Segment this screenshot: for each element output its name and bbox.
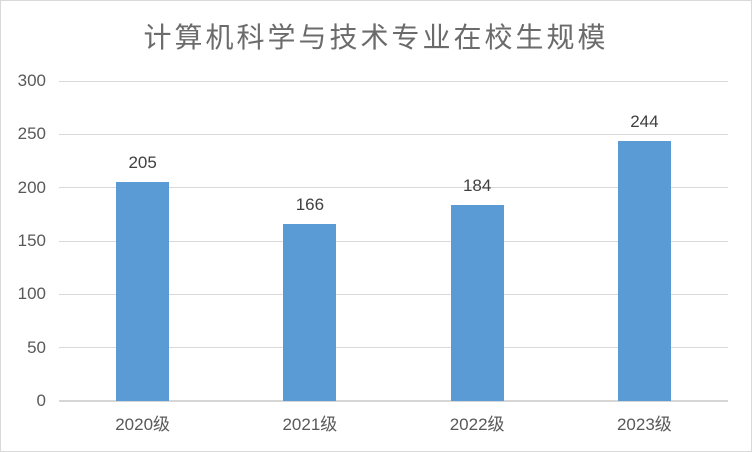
gridline <box>59 133 728 135</box>
y-axis-tick-label: 0 <box>36 391 46 410</box>
y-axis-tick-label: 250 <box>17 124 46 144</box>
bar <box>450 204 504 401</box>
gridline <box>59 347 728 349</box>
x-axis-line <box>59 400 728 402</box>
bar <box>617 140 671 401</box>
gridline <box>59 293 728 295</box>
x-axis-category-label: 2022级 <box>449 415 505 434</box>
y-axis-tick-label: 100 <box>17 284 46 304</box>
y-axis-tick-label: 300 <box>17 71 46 90</box>
gridline <box>59 80 728 82</box>
data-label: 244 <box>630 111 659 131</box>
bar <box>283 223 337 401</box>
y-axis-tick-label: 50 <box>27 337 46 357</box>
y-axis-tick-label: 150 <box>17 231 46 250</box>
x-axis-category-label: 2023级 <box>616 415 672 434</box>
data-label: 166 <box>295 194 325 214</box>
x-axis-category-label: 2021级 <box>282 415 338 434</box>
data-label: 205 <box>128 153 157 173</box>
gridline <box>59 240 728 242</box>
y-axis-tick-label: 200 <box>17 177 46 197</box>
chart-title: 计算机科学与技术专业在校生规模 <box>143 22 609 53</box>
bar <box>116 182 170 401</box>
x-axis-category-label: 2020级 <box>115 415 171 434</box>
gridline <box>59 187 728 189</box>
data-label: 184 <box>462 175 492 195</box>
